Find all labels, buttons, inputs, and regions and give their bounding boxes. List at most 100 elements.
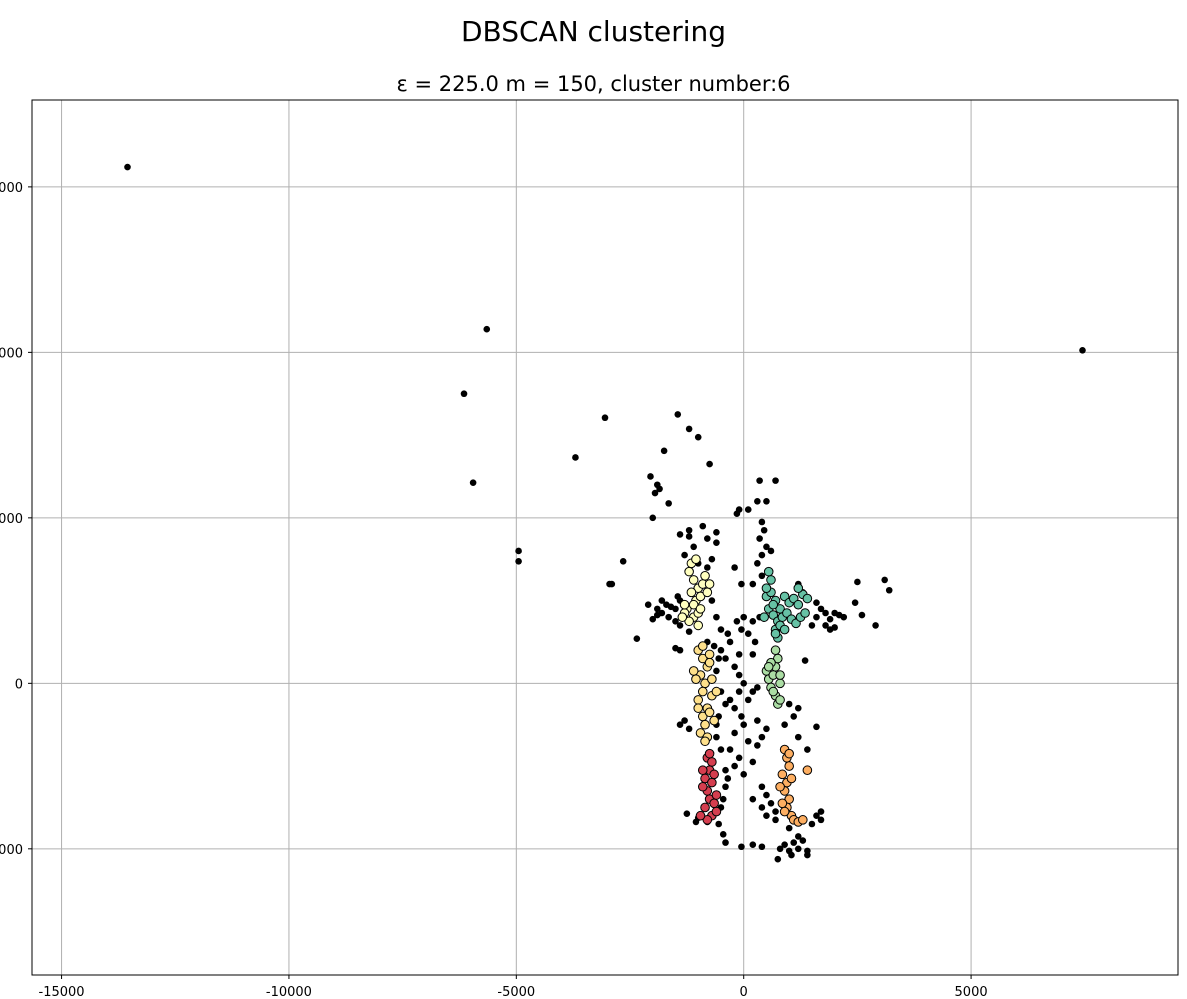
noise-point <box>735 754 743 762</box>
cluster-6-point <box>700 802 710 813</box>
noise-point <box>840 613 848 621</box>
noise-point <box>822 609 829 617</box>
noise-point <box>790 839 798 846</box>
noise-point <box>738 713 745 720</box>
noise-point <box>685 526 693 534</box>
noise-point <box>726 638 734 646</box>
noise-point <box>749 651 757 658</box>
cluster-6-point <box>702 815 713 825</box>
noise-point <box>649 615 657 623</box>
cluster-2-point <box>775 670 785 680</box>
noise-point <box>817 605 825 613</box>
noise-point <box>758 518 766 526</box>
noise-point <box>813 599 820 606</box>
noise-point <box>794 733 802 741</box>
noise-point <box>813 613 820 621</box>
cluster-3-point <box>702 587 713 598</box>
cluster-5-point <box>775 781 785 792</box>
y-tick-label: 000 <box>0 346 23 361</box>
noise-point <box>726 696 734 704</box>
noise-point <box>717 746 725 753</box>
noise-point <box>767 547 775 555</box>
noise-point <box>772 477 779 484</box>
noise-point <box>758 551 766 559</box>
noise-point <box>808 622 816 629</box>
noise-point <box>708 555 716 563</box>
noise-point <box>704 535 711 542</box>
noise-point <box>740 721 748 729</box>
noise-point <box>731 729 738 737</box>
noise-point <box>763 725 770 733</box>
noise-point <box>763 498 770 505</box>
noise-point <box>715 820 722 828</box>
cluster-3-point <box>688 575 699 585</box>
cluster-6-point <box>711 806 722 817</box>
noise-point <box>772 808 779 815</box>
noise-point <box>719 795 727 803</box>
cluster-5-point <box>779 806 790 817</box>
noise-point <box>708 597 716 604</box>
cluster-1-point <box>793 599 804 610</box>
figure-suptitle: DBSCAN clustering <box>460 15 727 48</box>
noise-point <box>469 479 477 486</box>
noise-point <box>801 657 809 664</box>
noise-point <box>826 615 834 623</box>
noise-point <box>817 808 825 815</box>
noise-point <box>515 557 522 565</box>
noise-point <box>767 800 775 807</box>
noise-point <box>704 564 711 571</box>
noise-point <box>672 605 679 613</box>
noise-point <box>749 688 757 695</box>
noise-point <box>817 816 825 824</box>
noise-point <box>676 622 684 629</box>
cluster-3-point <box>691 554 701 565</box>
noise-point <box>735 688 743 695</box>
cluster-2-point <box>768 686 779 697</box>
noise-point <box>749 758 757 766</box>
noise-point <box>758 572 766 580</box>
y-tick-label: 0 <box>15 677 23 692</box>
noise-point <box>744 737 752 745</box>
noise-point <box>685 725 693 733</box>
noise-point <box>676 721 684 729</box>
chart-title: ε = 225.0 m = 150, cluster number:6 <box>396 72 791 96</box>
noise-point <box>713 613 720 621</box>
cluster-1-point <box>768 599 779 610</box>
noise-point <box>649 514 657 522</box>
cluster-1-point <box>770 628 781 639</box>
noise-point <box>515 547 522 555</box>
noise-point <box>772 816 779 824</box>
cluster-4-point <box>691 674 701 684</box>
noise-point <box>760 526 768 534</box>
cluster-5-point <box>784 748 794 759</box>
noise-point <box>788 851 795 859</box>
noise-point <box>758 843 766 851</box>
noise-point <box>644 601 652 609</box>
cluster-4-point <box>704 649 715 660</box>
noise-point <box>685 425 693 433</box>
y-tick-label: 000 <box>0 181 23 196</box>
cluster-5-point <box>798 815 808 825</box>
noise-point <box>656 485 663 493</box>
cluster-1-point <box>779 624 790 635</box>
noise-point <box>674 593 682 600</box>
noise-point <box>758 804 766 811</box>
y-tick-label: 000 <box>0 843 23 858</box>
noise-point <box>858 611 866 619</box>
noise-point <box>658 597 666 604</box>
x-tick-label: -5000 <box>497 985 535 999</box>
noise-point <box>715 655 722 662</box>
noise-point <box>653 611 661 619</box>
noise-point <box>735 651 743 658</box>
noise-point <box>724 775 732 782</box>
noise-point <box>785 700 793 708</box>
noise-point <box>790 713 798 720</box>
noise-point <box>735 671 743 679</box>
cluster-3-point <box>679 599 690 610</box>
noise-point <box>744 696 752 704</box>
cluster-6-point <box>707 777 717 788</box>
noise-point <box>822 622 829 629</box>
noise-point <box>706 460 713 468</box>
noise-point <box>776 845 784 853</box>
